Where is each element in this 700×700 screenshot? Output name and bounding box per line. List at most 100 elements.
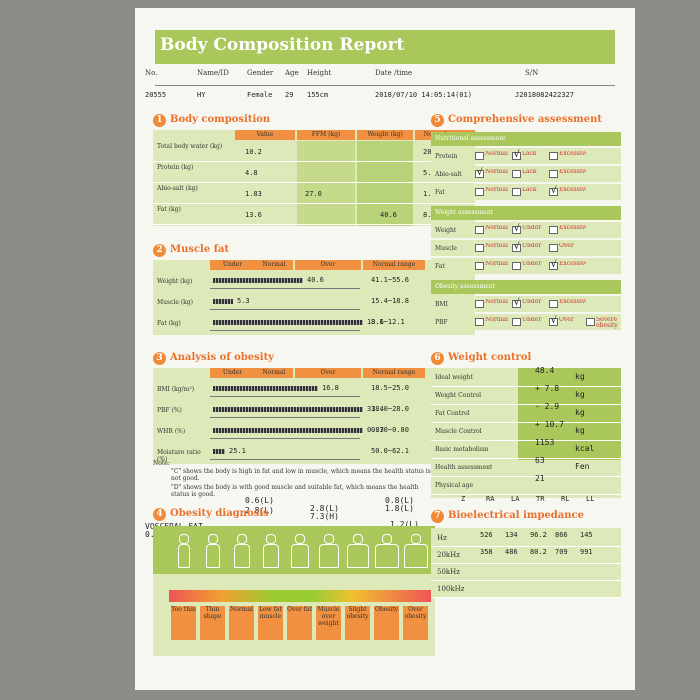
row-range: 15.4~18.8 [371,297,409,305]
note-line: "C" shows the body is high in fat and lo… [171,468,431,482]
field-label: S/N [525,69,539,77]
figure-head [353,534,363,544]
row-value: 4.8 [245,169,258,177]
row-label: Abio-salt [435,171,462,178]
row-value: - 2.9 [535,402,560,411]
check-mark: √ [514,224,520,234]
bar [213,407,363,412]
row-rule [210,438,360,439]
row-label: Weight (kg) [157,278,193,285]
row-label: Physical age [435,482,474,489]
field-value: Female [247,91,273,99]
column-header: Normal [255,368,293,378]
checkbox [512,188,521,196]
row-range: 50.0~62.1 [371,447,409,455]
column-header: Over [295,260,361,270]
figure-body [262,544,280,568]
option-label: Lack [522,187,537,193]
row-label: Health assessment [435,464,493,471]
checkbox [512,226,521,234]
section-title: 2 Muscle fat [153,244,229,257]
row-label: 100kHz [437,585,465,593]
note-label: Note: [153,460,170,467]
row-label: Total body water (kg) [157,143,223,150]
column-header: LL [586,495,595,503]
color-scale [169,590,431,602]
option-label: Lack [522,151,537,157]
checkbox [475,152,484,160]
scale-label: Over obesity [403,606,428,640]
row-rule [210,309,360,310]
impedance-value: 486 [505,548,518,556]
row-rule [153,182,475,183]
impedance-value: 80.2 [530,548,547,556]
field-label: Height [307,69,332,77]
checkbox [512,262,521,270]
option-label: Excessive [559,169,586,175]
ffm-column [297,141,355,226]
misprint-text: 7.3(H) [310,512,339,521]
scale-label: Too thin [171,606,196,640]
scale-label: Slight obesity [345,606,370,640]
option-label: Normal [485,317,508,323]
row-rule [153,224,475,225]
row-label: 50kHz [437,568,460,576]
figure-body [178,544,190,568]
row-rule [431,563,621,564]
figure-head [382,534,392,544]
option-label: Lack [522,169,537,175]
title-band [155,30,615,64]
row-rule [431,476,621,477]
misprint-text: 1.8(L) [385,504,414,513]
row-value: + 10.7 [535,420,564,429]
column-header: Weight (kg) [357,130,413,140]
section-title: 6 Weight control [431,352,531,365]
row-rule [210,330,360,331]
impedance-value: 991 [580,548,593,556]
option-label: Excessive [559,187,586,193]
ffm-value: 27.0 [305,190,322,198]
section-name: Analysis of obesity [170,352,274,363]
check-mark: √ [477,168,483,178]
row-label: Muscle (kg) [157,299,193,306]
row-rule [431,580,621,581]
misprint-text: 2.8(L) [245,506,274,515]
option-label: Under [522,299,542,305]
column-header: Under [210,260,255,270]
option-label: Normal [485,261,508,267]
section-name: Comprehensive assessment [448,114,603,125]
row-range: 18.0~28.0 [371,405,409,413]
row-value: 5.3 [237,297,250,305]
column-header: Normal [255,260,293,270]
figure-body [347,544,369,568]
field-label: No. [145,69,158,77]
checkbox [549,226,558,234]
field-label: Age [285,69,299,77]
row-label: PBF [435,319,448,326]
figure-body [234,544,250,568]
row-label: BMI [435,301,448,308]
column-header: Normal range [363,368,425,378]
impedance-value: 866 [555,531,568,539]
row-label: Weight Control [435,392,482,399]
option-label: Normal [485,243,508,249]
field-value: 20555 [145,91,167,99]
column-header: FFM (kg) [297,130,355,140]
report-paper: Body Composition Report No. 20555 Name/ID H… [135,8,635,690]
option-label: Under [522,317,542,323]
option-label: Excessive [559,151,586,157]
figure-body [319,544,339,568]
misprint-text: 1.2(L) [390,520,419,529]
figure-head [411,534,421,544]
row-unit: kcal [575,444,595,453]
checkbox [475,226,484,234]
bar [213,320,363,325]
bar [213,299,233,304]
row-range: 41.1~55.6 [371,276,409,284]
figure-head [266,534,276,544]
option-label: Normal [485,169,508,175]
row-range: 0.70~0.80 [371,426,409,434]
section-title: 4 Obesity diagnosis [153,508,269,521]
column-header: RA [486,495,495,503]
impedance-value: 709 [555,548,568,556]
